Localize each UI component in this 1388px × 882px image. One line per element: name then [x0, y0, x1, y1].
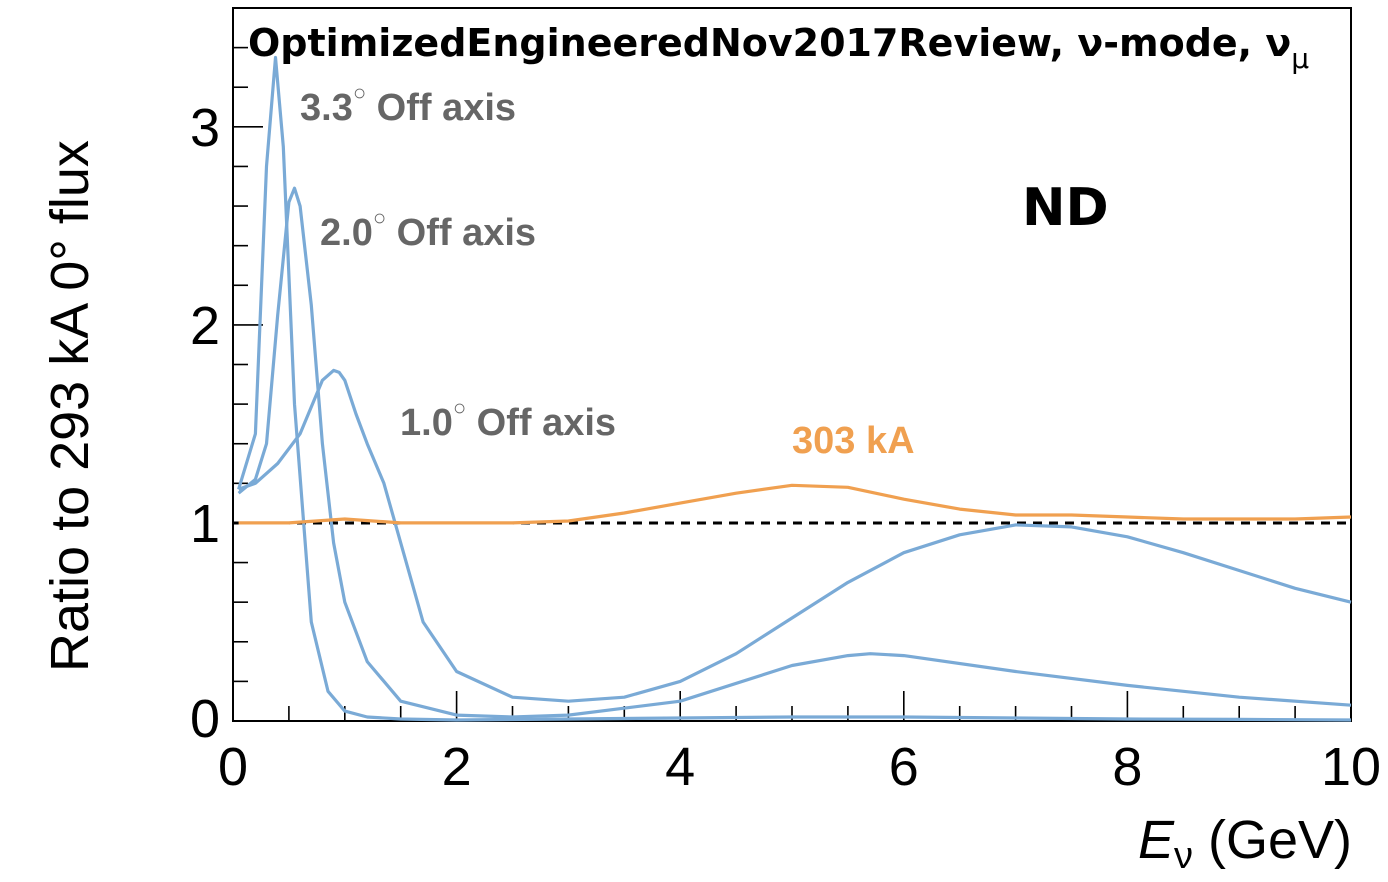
degree-mark-icon: ○	[353, 80, 366, 105]
curve-label-303ka: 303 kA	[792, 420, 915, 462]
series-line-ka303	[238, 483, 1352, 525]
x-tick-label: 0	[218, 737, 248, 797]
curve-label-oa10-suffix: Off axis	[466, 402, 616, 444]
chart-title: OptimizedEngineeredNov2017Review, ν-mode…	[248, 21, 1309, 75]
y-tick-label: 1	[190, 494, 220, 554]
curve-label-oa10-value: 1.0	[400, 402, 453, 444]
x-tick-label: 6	[889, 737, 919, 797]
y-tick-label: 3	[190, 98, 220, 158]
curve-label-oa33: 3.3○ Off axis	[300, 80, 516, 129]
curve-label-oa10: 1.0○ Off axis	[400, 395, 616, 444]
curve-label-oa20-value: 2.0	[320, 212, 373, 254]
y-axis-tick-labels: 0 1 2 3	[190, 98, 220, 749]
y-tick-label: 2	[190, 296, 220, 356]
degree-mark-icon: ○	[373, 205, 386, 230]
x-axis-tick-labels: 0 2 4 6 8 10	[218, 737, 1381, 797]
panel-label: ND	[1022, 178, 1109, 238]
series-line-oa20	[237, 186, 1352, 719]
chart-title-main: OptimizedEngineeredNov2017Review, ν-mode…	[248, 21, 1291, 65]
x-axis-title-symbol: E	[1138, 810, 1175, 870]
x-axis-title-subscript: ν	[1174, 835, 1193, 877]
curve-label-oa20-suffix: Off axis	[386, 212, 536, 254]
x-tick-label: 10	[1321, 737, 1381, 797]
curve-label-oa33-suffix: Off axis	[366, 87, 516, 129]
x-axis-title-unit: (GeV)	[1193, 810, 1352, 870]
x-tick-label: 4	[665, 737, 695, 797]
series-group	[237, 55, 1352, 722]
y-tick-label: 0	[190, 689, 220, 749]
series-line-oa33	[237, 55, 1352, 722]
x-axis-title: Eν (GeV)	[1138, 810, 1352, 877]
x-tick-label: 8	[1112, 737, 1142, 797]
degree-mark-icon: ○	[453, 395, 466, 420]
series-line-oa10	[238, 368, 1352, 703]
y-axis-title: Ratio to 293 kA 0° flux	[40, 140, 100, 672]
x-tick-label: 2	[442, 737, 472, 797]
chart-title-subscript: μ	[1291, 42, 1309, 75]
curve-label-oa20: 2.0○ Off axis	[320, 205, 536, 254]
curve-label-oa33-value: 3.3	[300, 87, 353, 129]
